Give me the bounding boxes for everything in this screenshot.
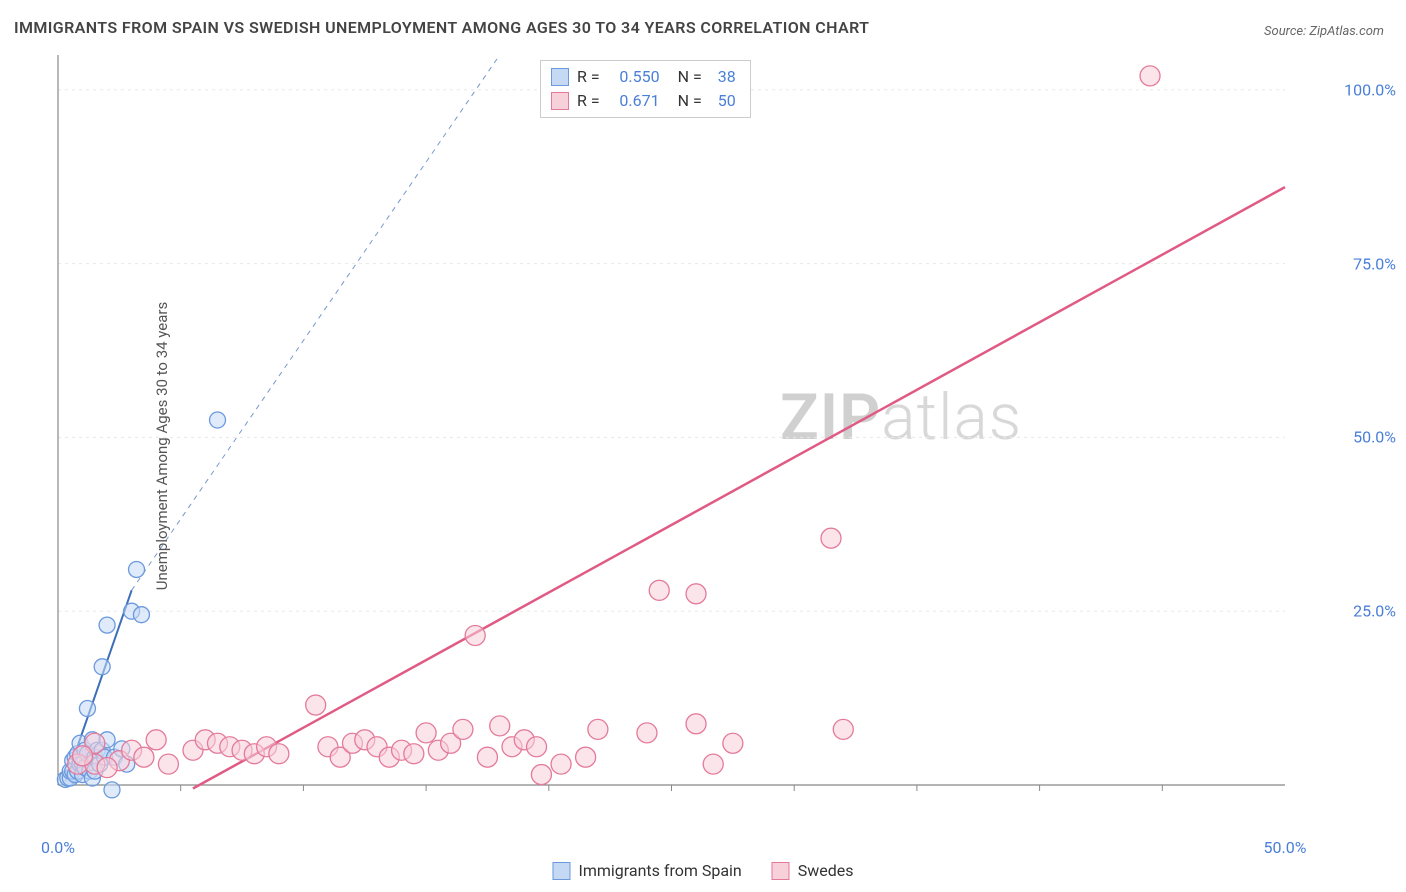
x-tick-label: 0.0% <box>41 838 75 857</box>
series-legend-item-swedes: Swedes <box>772 861 854 880</box>
legend-swatch-spain <box>552 862 570 880</box>
series-label-spain: Immigrants from Spain <box>578 861 741 880</box>
series-label-swedes: Swedes <box>798 861 854 880</box>
n-label: N = <box>678 89 702 113</box>
y-tick-label: 25.0% <box>1353 602 1396 621</box>
series-legend-item-spain: Immigrants from Spain <box>552 861 741 880</box>
legend-row-swedes: R = 0.671 N = 50 <box>551 89 736 113</box>
y-tick-label: 50.0% <box>1353 428 1396 447</box>
n-label: N = <box>678 65 702 89</box>
y-tick-label: 100.0% <box>1344 80 1396 99</box>
series-legend: Immigrants from Spain Swedes <box>552 861 853 880</box>
correlation-legend: R = 0.550 N = 38 R = 0.671 N = 50 <box>540 60 751 118</box>
legend-swatch-swedes <box>772 862 790 880</box>
legend-swatch-spain <box>551 68 569 86</box>
x-tick-label: 50.0% <box>1264 838 1307 857</box>
r-value-swedes: 0.671 <box>608 89 660 113</box>
r-label: R = <box>577 65 600 89</box>
source-attribution: Source: ZipAtlas.com <box>1264 24 1384 39</box>
n-value-swedes: 50 <box>710 89 736 113</box>
n-value-spain: 38 <box>710 65 736 89</box>
r-label: R = <box>577 89 600 113</box>
r-value-spain: 0.550 <box>608 65 660 89</box>
legend-swatch-swedes <box>551 92 569 110</box>
legend-row-spain: R = 0.550 N = 38 <box>551 65 736 89</box>
scatter-plot <box>50 55 1380 835</box>
y-tick-label: 75.0% <box>1353 254 1396 273</box>
chart-title: IMMIGRANTS FROM SPAIN VS SWEDISH UNEMPLO… <box>14 18 869 37</box>
